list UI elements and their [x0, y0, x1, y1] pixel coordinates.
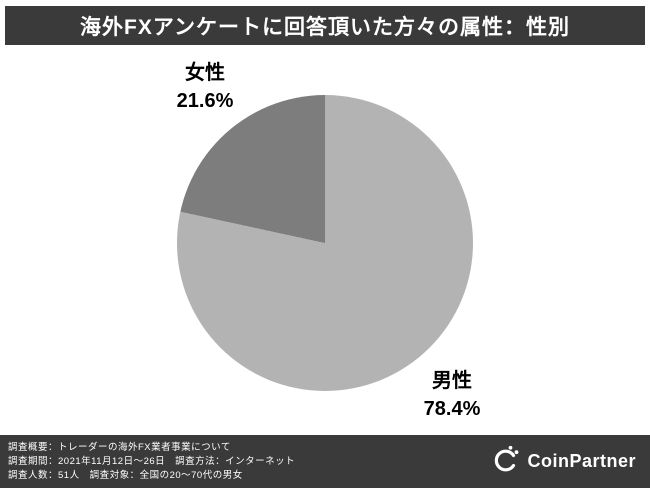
coinpartner-logo-text: CoinPartner: [527, 451, 636, 471]
male-slice-label: 男性 78.4%: [392, 367, 512, 423]
survey-note-line: 調査概要：トレーダーの海外FX業者事業について: [8, 441, 231, 453]
pie-chart-area: 女性 21.6% 男性 78.4%: [0, 45, 650, 435]
pie-chart: [177, 95, 473, 391]
female-slice-value: 21.6%: [176, 90, 234, 112]
footer-bar: 調査概要：トレーダーの海外FX業者事業について 調査期間：2021年11月12日…: [0, 435, 650, 488]
survey-note-line: 調査期間：2021年11月12日〜26日 調査方法：インターネット: [8, 455, 296, 467]
page-title-bar: 海外FXアンケートに回答頂いた方々の属性：性別: [5, 6, 645, 45]
male-slice-name: 男性: [432, 370, 472, 392]
male-slice-value: 78.4%: [423, 398, 481, 420]
coinpartner-logo: CoinPartner: [490, 444, 636, 479]
female-slice-label: 女性 21.6%: [145, 59, 265, 115]
female-slice-name: 女性: [185, 62, 225, 84]
survey-note-line: 調査人数：51人 調査対象：全国の20〜70代の男女: [8, 469, 243, 481]
survey-notes: 調査概要：トレーダーの海外FX業者事業について 調査期間：2021年11月12日…: [8, 441, 295, 483]
coinpartner-icon: [490, 444, 520, 479]
page-title: 海外FXアンケートに回答頂いた方々の属性：性別: [80, 15, 570, 39]
